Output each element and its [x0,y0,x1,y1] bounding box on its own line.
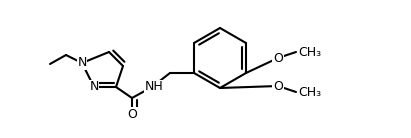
Text: N: N [89,80,99,94]
Text: CH₃: CH₃ [298,46,321,59]
Text: O: O [273,79,283,92]
Text: O: O [273,51,283,64]
Text: N: N [77,56,87,70]
Text: NH: NH [145,80,164,94]
Text: O: O [127,108,137,120]
Text: CH₃: CH₃ [298,86,321,99]
